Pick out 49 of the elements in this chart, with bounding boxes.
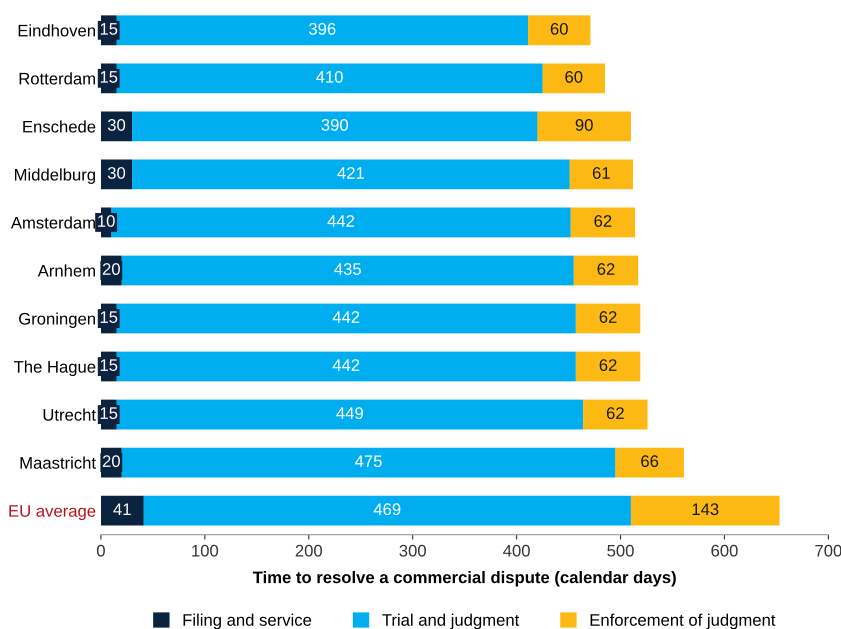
data-label: 435 xyxy=(334,263,361,275)
x-tick-label: 400 xyxy=(503,544,530,557)
x-tick-label: 300 xyxy=(399,544,426,557)
y-tick-label: The Hague xyxy=(14,360,96,376)
y-tick-label: Utrecht xyxy=(44,408,96,421)
data-label: 442 xyxy=(332,359,360,371)
y-tick-label: Amsterdam xyxy=(10,216,95,229)
data-label: 396 xyxy=(309,22,336,35)
data-label: 30 xyxy=(108,119,126,131)
y-tick-label: Eindhoven xyxy=(18,24,95,37)
y-tick-label: Middelburg xyxy=(14,168,95,184)
data-label: 61 xyxy=(592,167,610,179)
data-label: 90 xyxy=(576,119,593,131)
data-label: 20 xyxy=(102,263,120,275)
data-label: 60 xyxy=(550,22,568,35)
y-tick-label: Arnhem xyxy=(38,264,95,277)
data-label: 20 xyxy=(102,455,120,468)
data-label: 421 xyxy=(337,167,364,179)
x-tick-label: 0 xyxy=(96,544,105,557)
x-tick-label: 100 xyxy=(192,544,218,557)
x-tick-label: 600 xyxy=(711,544,738,557)
x-tick-label: 500 xyxy=(607,544,634,557)
data-label: 449 xyxy=(336,407,363,420)
y-tick-label: Groningen xyxy=(19,312,95,328)
x-axis-title: Time to resolve a commercial dispute (calendar days) xyxy=(252,571,676,587)
data-label: 442 xyxy=(332,311,360,323)
legend-label: Enforcement of judgment xyxy=(590,614,776,629)
data-label: 475 xyxy=(355,455,382,468)
data-label: 62 xyxy=(594,215,612,227)
data-label: 66 xyxy=(641,455,658,468)
data-label: 143 xyxy=(692,503,718,516)
y-tick-label: EU average xyxy=(9,505,96,520)
legend-label: Trial and judgment xyxy=(382,614,520,629)
data-label: 62 xyxy=(606,407,624,420)
data-label: 62 xyxy=(600,311,616,323)
x-tick-label: 200 xyxy=(296,544,322,557)
legend-label: Filing and service xyxy=(184,614,312,629)
data-label: 41 xyxy=(113,503,131,515)
data-label: 390 xyxy=(321,119,348,131)
data-label: 60 xyxy=(565,71,582,83)
data-label: 442 xyxy=(327,215,354,227)
y-tick-label: Rotterdam xyxy=(20,72,95,85)
data-label: 410 xyxy=(316,71,343,83)
y-tick-label: Enschede xyxy=(23,120,96,133)
data-label: 469 xyxy=(374,503,400,516)
data-label: 62 xyxy=(600,359,616,372)
data-label: 30 xyxy=(108,167,126,179)
y-tick-label: Maastricht xyxy=(20,456,96,469)
data-label: 62 xyxy=(598,263,614,275)
